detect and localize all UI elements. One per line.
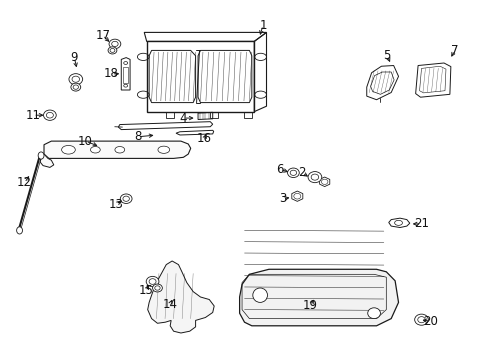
Text: 17: 17 — [95, 29, 110, 42]
Text: 14: 14 — [163, 298, 177, 311]
Ellipse shape — [367, 308, 380, 319]
Text: 20: 20 — [422, 315, 437, 328]
Text: 15: 15 — [138, 284, 153, 297]
Ellipse shape — [287, 168, 299, 177]
Text: 1: 1 — [259, 19, 266, 32]
Ellipse shape — [71, 83, 81, 91]
Ellipse shape — [307, 172, 321, 183]
Ellipse shape — [108, 47, 117, 54]
Ellipse shape — [69, 74, 82, 85]
Ellipse shape — [158, 146, 169, 153]
Ellipse shape — [90, 147, 100, 153]
Text: 8: 8 — [134, 130, 142, 143]
Ellipse shape — [414, 314, 427, 325]
Text: 4: 4 — [179, 112, 187, 125]
Polygon shape — [239, 269, 398, 326]
Text: 12: 12 — [17, 176, 32, 189]
Polygon shape — [147, 261, 214, 333]
Text: 2: 2 — [298, 166, 305, 179]
Text: 7: 7 — [450, 44, 458, 57]
Ellipse shape — [17, 227, 22, 234]
Text: 10: 10 — [78, 135, 93, 148]
Ellipse shape — [38, 152, 44, 159]
Ellipse shape — [146, 276, 159, 287]
Text: 16: 16 — [197, 132, 211, 145]
Text: 19: 19 — [303, 299, 317, 312]
Text: 9: 9 — [70, 51, 78, 64]
Polygon shape — [44, 141, 190, 158]
Text: 18: 18 — [104, 67, 119, 80]
Ellipse shape — [120, 194, 132, 203]
Ellipse shape — [152, 284, 162, 292]
Ellipse shape — [61, 145, 75, 154]
Text: 5: 5 — [383, 49, 390, 62]
Text: 13: 13 — [109, 198, 123, 211]
Text: 3: 3 — [278, 192, 286, 205]
Text: 11: 11 — [26, 109, 41, 122]
Ellipse shape — [115, 147, 124, 153]
Ellipse shape — [252, 288, 267, 302]
Ellipse shape — [43, 110, 56, 120]
Ellipse shape — [109, 39, 121, 49]
Polygon shape — [40, 154, 54, 167]
Text: 6: 6 — [275, 163, 283, 176]
Text: 21: 21 — [413, 217, 428, 230]
